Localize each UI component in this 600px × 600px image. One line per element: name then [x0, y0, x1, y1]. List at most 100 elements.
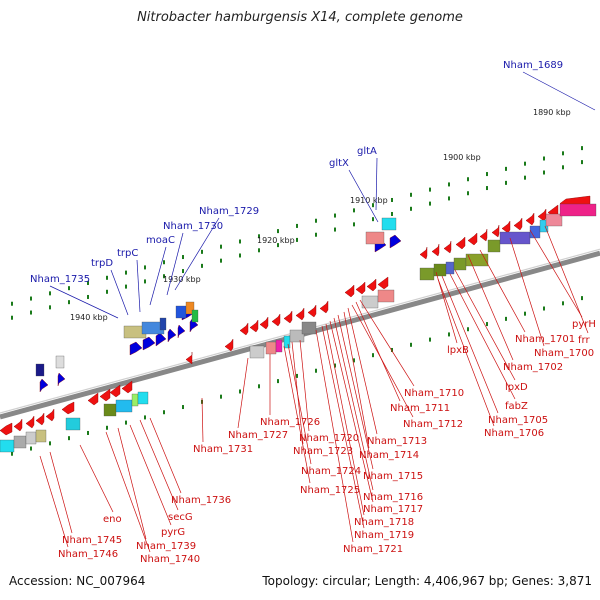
- minus-strand-gene-arrow: [99, 388, 111, 402]
- lower-callout-line: [509, 237, 545, 347]
- lower-gene-label: Nham_1725: [300, 485, 360, 496]
- plus-strand-gene-arrow: [129, 341, 143, 356]
- annotation-track-block: [159, 317, 167, 331]
- minus-strand-gene-arrow: [13, 418, 23, 432]
- lower-callout-line: [105, 431, 151, 553]
- lower-gene-label: Nham_1720: [299, 433, 359, 444]
- minus-strand-gene-arrow: [295, 307, 305, 321]
- upper-callout-line: [348, 169, 379, 223]
- lower-gene-label: Nham_1724: [301, 466, 361, 477]
- annotation-track-block: [191, 309, 199, 323]
- lower-callout-line: [149, 417, 182, 494]
- minus-strand-gene-arrow: [467, 232, 478, 246]
- minus-strand-gene-arrow: [185, 352, 193, 365]
- lower-gene-label: Nham_1715: [363, 471, 423, 482]
- lower-gene-label: Nham_1740: [140, 554, 200, 565]
- annotation-track-block: [13, 435, 27, 449]
- minus-strand-gene-arrow: [35, 412, 45, 426]
- upper-callout-line: [110, 269, 129, 316]
- plus-strand-gene-arrow: [39, 378, 49, 393]
- lower-callout-line: [321, 325, 365, 529]
- lower-callout-line: [347, 307, 378, 435]
- lower-callout-line: [49, 451, 73, 534]
- upper-callout-line: [149, 246, 167, 306]
- minus-strand-gene-arrow: [501, 220, 511, 234]
- lower-gene-label: Nham_1712: [403, 419, 463, 430]
- annotation-track-block: [35, 429, 47, 443]
- genome-summary-text: Topology: circular; Length: 4,406,967 bp…: [262, 574, 592, 588]
- lower-gene-label: pyrG: [161, 527, 185, 538]
- lower-gene-label: Nham_1701: [515, 334, 575, 345]
- annotation-track-block: [283, 335, 291, 349]
- upper-gene-label: Nham_1730: [163, 221, 223, 232]
- minus-strand-gene-arrow: [61, 401, 75, 415]
- upper-callout-line: [136, 259, 141, 313]
- minus-strand-gene-arrow: [109, 384, 121, 398]
- scale-label: 1890 kbp: [533, 108, 571, 117]
- scale-label: 1940 kbp: [70, 313, 108, 322]
- minus-strand-gene-arrow: [224, 338, 234, 352]
- minus-strand-gene-arrow: [479, 228, 488, 242]
- annotation-track-block: [419, 267, 435, 281]
- lower-callout-line: [355, 301, 401, 402]
- gene-label-layer: Nham_1689 gltA gltX Nham_1729 Nham_1730 moaC t…: [30, 60, 596, 565]
- lower-gene-label: Nham_1700: [534, 348, 594, 359]
- plus-strand-gene-arrow: [57, 372, 66, 387]
- upper-callout-line: [174, 217, 220, 291]
- accession-text: Accession: NC_007964: [9, 574, 146, 588]
- annotation-track-block: [559, 203, 597, 217]
- lower-callout-line: [315, 329, 354, 543]
- lower-callout-line: [299, 339, 310, 432]
- lower-gene-label: Nham_1745: [62, 535, 122, 546]
- lower-callout-line: [454, 269, 516, 381]
- annotation-track-block: [115, 399, 133, 413]
- minus-strand-gene-arrow: [239, 322, 249, 336]
- lower-callout-line: [449, 273, 516, 400]
- lower-gene-label: lpxD: [505, 382, 528, 393]
- minus-strand-gene-arrow: [0, 422, 13, 436]
- lower-callout-line: [479, 249, 526, 333]
- lower-callout-line: [139, 419, 179, 511]
- lower-callout-line: [39, 455, 69, 548]
- annotation-track-block: [185, 301, 195, 315]
- lower-callout-line: [467, 254, 514, 361]
- annotation-track-block: [545, 213, 563, 227]
- minus-strand-gene-arrow: [249, 319, 259, 333]
- lower-callout-line: [437, 278, 495, 427]
- minus-strand-gene-arrow: [431, 243, 440, 257]
- lower-gene-label: Nham_1705: [488, 415, 548, 426]
- minus-strand-gene-arrow: [271, 313, 281, 327]
- minus-strand-gene-arrow: [513, 217, 523, 231]
- upper-gene-label: gltX: [329, 158, 349, 169]
- minus-strand-gene-arrow: [537, 208, 547, 222]
- annotation-track-block: [137, 391, 149, 405]
- lower-gene-label: lpxB: [447, 345, 469, 356]
- scale-label: 1900 kbp: [443, 153, 481, 162]
- upper-gene-label: Nham_1729: [199, 206, 259, 217]
- annotation-track-block: [453, 257, 467, 271]
- upper-gene-label: Nham_1689: [503, 60, 563, 71]
- annotation-track-block: [103, 403, 117, 417]
- lower-gene-label: Nham_1731: [193, 444, 253, 455]
- minus-strand-gene-arrow: [307, 304, 317, 318]
- lower-callout-line: [325, 323, 365, 516]
- lower-callout-line: [287, 343, 312, 465]
- lower-gene-label: Nham_1718: [354, 517, 414, 528]
- lower-callout-line: [329, 320, 374, 503]
- lower-callout-line: [337, 314, 374, 470]
- minus-strand-gene-arrow: [45, 408, 55, 422]
- lower-callout-line: [283, 345, 311, 484]
- lower-gene-label: fabZ: [505, 401, 528, 412]
- lower-callout-line: [441, 275, 499, 414]
- callout-line-layer: [39, 71, 596, 553]
- annotation-track-block: [249, 345, 265, 359]
- lower-gene-label: Nham_1710: [404, 388, 464, 399]
- minus-strand-gene-arrow: [443, 240, 452, 254]
- upper-callout-line: [166, 232, 184, 296]
- minus-strand-gene-arrow: [121, 380, 133, 394]
- upper-gene-label: trpD: [91, 258, 113, 269]
- lower-gene-label: Nham_1719: [354, 530, 414, 541]
- lower-callout-line: [544, 225, 589, 334]
- scale-label: 1930 kbp: [163, 275, 201, 284]
